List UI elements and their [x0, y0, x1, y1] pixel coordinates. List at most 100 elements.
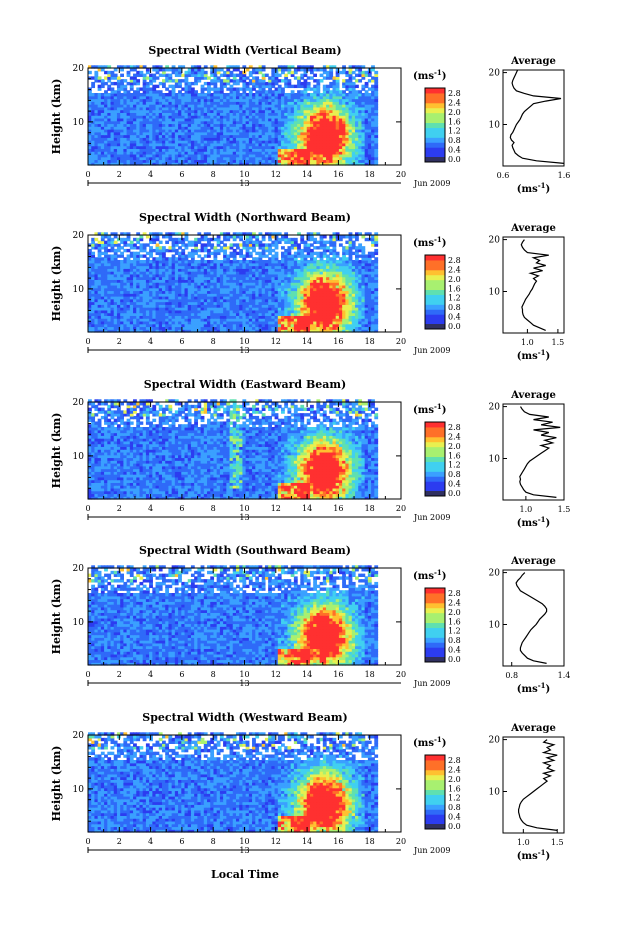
heatmap-cell	[113, 137, 118, 141]
heatmap-cell	[190, 126, 195, 130]
heatmap-cell	[332, 117, 337, 122]
heatmap-cell	[229, 101, 234, 105]
heatmap-cell	[194, 156, 198, 161]
heatmap-cell	[116, 104, 121, 108]
heatmap-cell	[100, 95, 105, 100]
heatmap-cell	[293, 153, 298, 158]
heatmap-cell	[348, 126, 353, 130]
heatmap-cell	[116, 142, 121, 147]
heatmap-cell	[116, 87, 121, 91]
heatmap-cell	[261, 120, 266, 125]
heatmap-cell	[235, 131, 240, 136]
heatmap-cell	[287, 115, 292, 119]
heatmap-cell	[342, 151, 346, 155]
heatmap-cell	[364, 98, 369, 102]
heatmap-cell	[203, 120, 208, 125]
heatmap-cell	[293, 106, 298, 111]
heatmap-cell	[136, 148, 141, 152]
heatmap-cell	[187, 159, 192, 163]
heatmap-cell	[332, 93, 337, 97]
heatmap-cell	[194, 140, 198, 144]
heatmap-cell	[358, 120, 363, 125]
heatmap-cell	[306, 84, 311, 89]
heatmap-cell	[300, 137, 305, 141]
heatmap-cell	[216, 148, 221, 152]
heatmap-cell	[313, 134, 318, 138]
heatmap-cell	[252, 87, 256, 91]
heatmap-cell	[145, 162, 150, 166]
heatmap-cell	[139, 101, 144, 105]
heatmap-cell	[252, 79, 256, 83]
heatmap-cell	[284, 137, 289, 141]
heatmap-cell	[168, 123, 173, 127]
heatmap-cell	[210, 134, 215, 138]
heatmap-cell	[348, 134, 353, 138]
heatmap-cell	[197, 106, 202, 111]
heatmap-cell	[165, 153, 170, 158]
heatmap-cell	[245, 84, 250, 89]
heatmap-cell	[161, 134, 166, 138]
heatmap-cell	[235, 81, 240, 86]
heatmap-cell	[133, 76, 137, 80]
heatmap-cell	[319, 131, 324, 136]
heatmap-cell	[345, 131, 350, 136]
heatmap-cell	[284, 123, 289, 127]
heatmap-cell	[174, 79, 179, 83]
heatmap-cell	[284, 131, 289, 136]
heatmap-cell	[116, 123, 121, 127]
heatmap-cell	[326, 151, 330, 155]
heatmap-cell	[190, 98, 195, 102]
heatmap-cell	[316, 112, 321, 116]
heatmap-cell	[104, 145, 108, 149]
heatmap-cell	[300, 134, 305, 138]
heatmap-cell	[174, 151, 179, 155]
heatmap-cell	[158, 153, 163, 158]
heatmap-cell	[284, 156, 289, 161]
heatmap-cell	[207, 142, 211, 147]
heatmap-cell	[303, 145, 308, 149]
heatmap-cell	[187, 134, 192, 138]
heatmap-cell	[223, 112, 227, 116]
colorbar-unit-base: (ms	[413, 71, 434, 82]
heatmap-cell	[316, 101, 321, 105]
heatmap-cell	[313, 112, 318, 116]
heatmap-cell	[229, 145, 234, 149]
heatmap-cell	[136, 93, 141, 97]
heatmap-cell	[194, 101, 198, 105]
heatmap-cell	[91, 101, 96, 105]
heatmap-cell	[261, 79, 266, 83]
heatmap-cell	[342, 112, 346, 116]
heatmap-cell	[113, 129, 118, 133]
heatmap-cell	[116, 109, 121, 113]
heatmap-cell	[200, 140, 205, 144]
heatmap-cell	[232, 156, 237, 161]
heatmap-cell	[342, 131, 346, 136]
heatmap-cell	[277, 90, 282, 94]
heatmap-cell	[113, 126, 118, 130]
heatmap-cell	[309, 98, 314, 102]
heatmap-cell	[281, 115, 285, 119]
heatmap-cell	[116, 145, 121, 149]
heatmap-cell	[223, 137, 227, 141]
heatmap-cell	[335, 90, 340, 94]
colorbar-segment	[425, 122, 445, 128]
heatmap-cell	[107, 106, 112, 111]
heatmap-cell	[174, 106, 179, 111]
heatmap-cell	[184, 148, 189, 152]
heatmap-cell	[329, 117, 334, 122]
heatmap-cell	[197, 101, 202, 105]
heatmap-cell	[226, 93, 231, 97]
heatmap-cell	[116, 140, 121, 144]
heatmap-cell	[255, 126, 260, 130]
heatmap-cell	[152, 134, 157, 138]
heatmap-cell	[274, 162, 279, 166]
heatmap-cell	[316, 126, 321, 130]
heatmap-cell	[152, 115, 157, 119]
heatmap-cell	[168, 95, 173, 100]
heatmap-cell	[219, 126, 224, 130]
heatmap-cell	[319, 101, 324, 105]
heatmap-cell	[313, 153, 318, 158]
heatmap-cell	[268, 98, 272, 102]
heatmap-cell	[110, 112, 115, 116]
heatmap-cell	[142, 95, 147, 100]
